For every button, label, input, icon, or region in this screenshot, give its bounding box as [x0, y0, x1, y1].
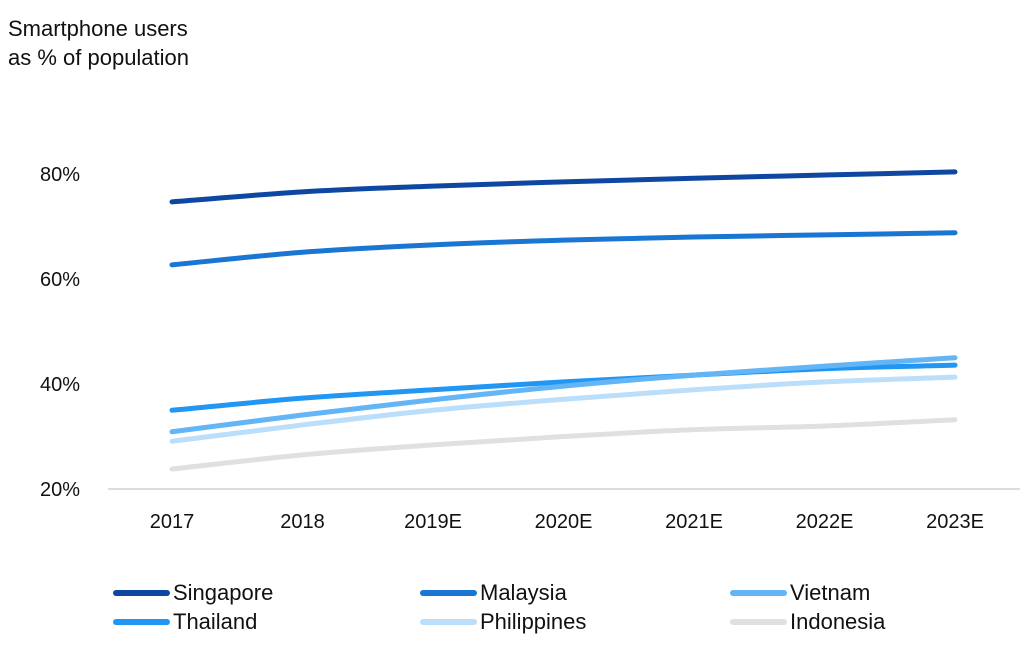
series-line-indonesia — [169, 417, 958, 472]
legend-item-thailand: Thailand — [113, 609, 257, 635]
legend-swatch — [420, 619, 477, 625]
y-tick-label: 20% — [40, 479, 80, 501]
series-line-malaysia — [169, 230, 958, 268]
series-line-singapore — [169, 169, 958, 205]
x-tick-label: 2023E — [926, 511, 984, 533]
legend-label: Thailand — [173, 609, 258, 634]
series-line-thailand — [169, 362, 958, 413]
legend-swatch — [420, 590, 477, 596]
legend-label: Malaysia — [480, 580, 567, 605]
legend-item-singapore: Singapore — [113, 580, 273, 606]
x-tick-label: 2022E — [796, 511, 854, 533]
legend-swatch — [730, 590, 787, 596]
y-tick-label: 80% — [40, 164, 80, 186]
legend-label: Indonesia — [790, 609, 886, 634]
x-tick-label: 2017 — [150, 511, 195, 533]
x-tick-label: 2018 — [280, 511, 325, 533]
legend-item-malaysia: Malaysia — [420, 580, 567, 606]
legend-label: Philippines — [480, 609, 587, 634]
y-axis-title: Smartphone users as % of population — [8, 16, 190, 70]
series-line-vietnam — [169, 355, 958, 435]
legend-swatch — [113, 590, 170, 596]
series-line-philippines — [169, 374, 958, 444]
y-tick-label: 60% — [40, 269, 80, 291]
x-tick-label: 2019E — [404, 511, 462, 533]
legend-item-vietnam: Vietnam — [730, 580, 870, 606]
legend-item-philippines: Philippines — [420, 609, 586, 635]
legend-label: Vietnam — [790, 580, 871, 605]
x-tick-label: 2021E — [665, 511, 723, 533]
y-tick-label: 40% — [40, 374, 80, 396]
legend-swatch — [113, 619, 170, 625]
legend-item-indonesia: Indonesia — [730, 609, 885, 635]
legend-swatch — [730, 619, 787, 625]
legend-label: Singapore — [173, 580, 274, 605]
x-tick-label: 2020E — [535, 511, 593, 533]
